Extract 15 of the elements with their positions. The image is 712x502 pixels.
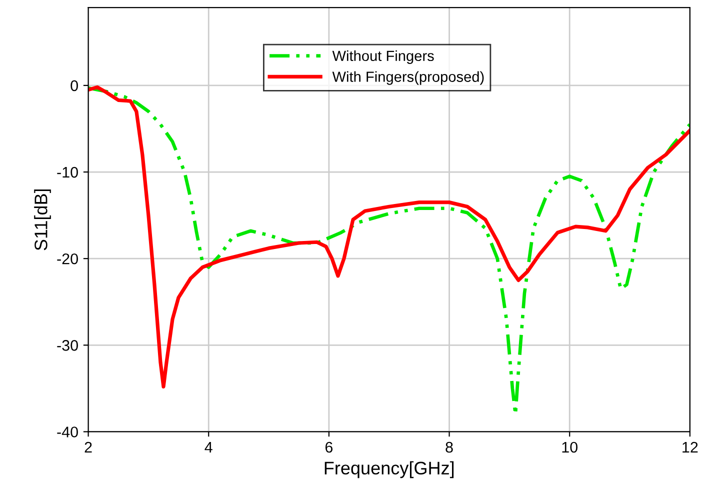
- x-tick-label: 6: [325, 442, 333, 453]
- y-tick-label: -30: [57, 340, 78, 351]
- y-tick-label: -10: [57, 166, 78, 178]
- legend-label: Without Fingers: [332, 50, 434, 64]
- x-tick-label: 10: [562, 442, 578, 453]
- y-tick-label: 0: [70, 80, 78, 92]
- y-tick-label: -20: [57, 253, 78, 264]
- x-axis-title: Frequency[GHz]: [324, 461, 454, 478]
- x-tick-label: 2: [84, 442, 92, 453]
- x-tick-label: 12: [682, 442, 698, 453]
- x-tick-label: 8: [446, 442, 453, 453]
- y-tick-label: -40: [57, 426, 78, 438]
- y-axis-title: S11[dB]: [34, 189, 51, 250]
- x-tick-label: 4: [204, 442, 212, 453]
- legend-label: With Fingers(proposed): [332, 71, 484, 85]
